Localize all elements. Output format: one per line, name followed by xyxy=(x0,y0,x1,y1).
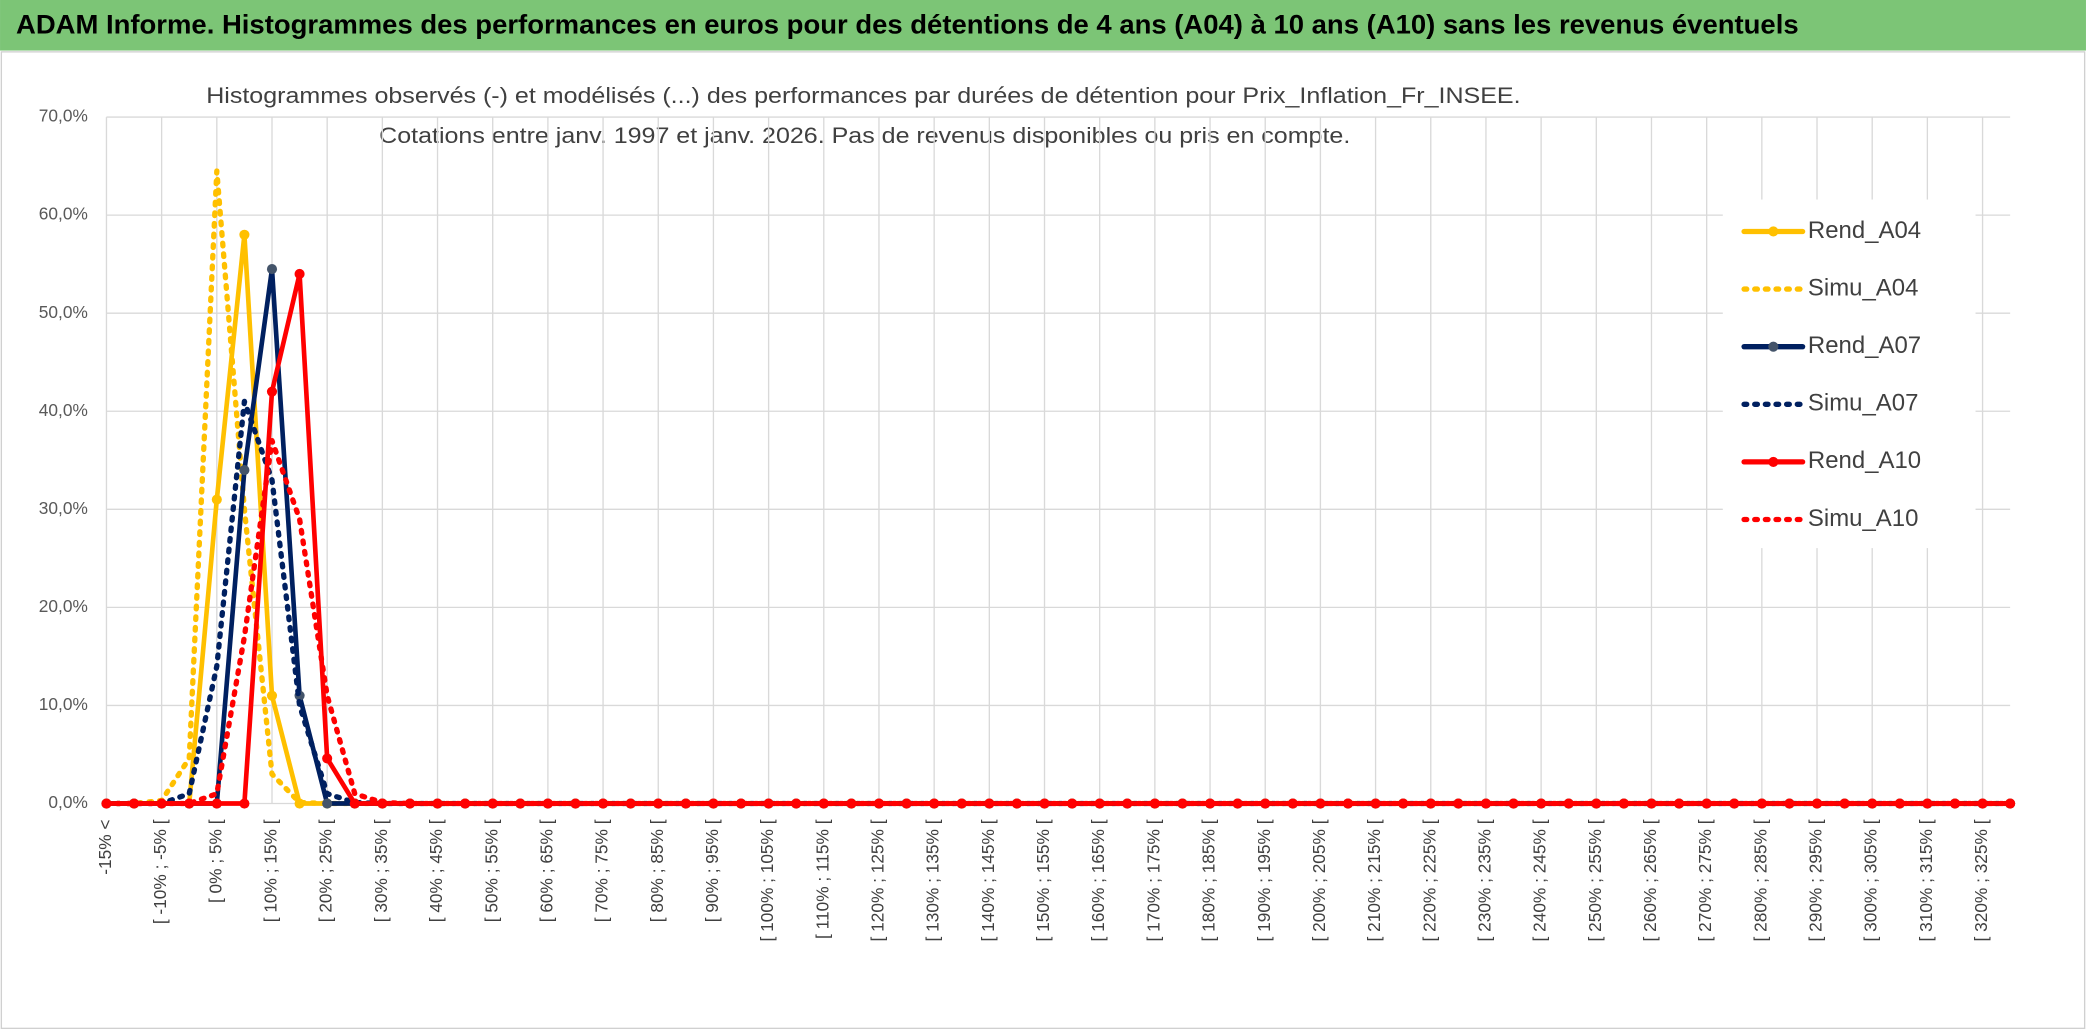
x-tick-label: [ 190% ; 195% [ xyxy=(1254,819,1274,941)
data-point xyxy=(1011,798,1022,809)
header-title: ADAM Informe. Histogrammes des performan… xyxy=(16,10,1799,40)
data-point xyxy=(128,798,140,809)
x-tick-label: [ 230% ; 235% [ xyxy=(1475,819,1495,941)
data-point xyxy=(211,798,222,809)
x-tick-label: [ 320% ; 325% [ xyxy=(1971,819,1991,941)
x-tick-label: [ 180% ; 185% [ xyxy=(1199,819,1219,941)
data-point xyxy=(1618,798,1629,809)
data-point xyxy=(211,494,222,505)
x-tick-label: [ 140% ; 145% [ xyxy=(978,819,998,941)
x-tick-label: [ 300% ; 305% [ xyxy=(1861,819,1881,941)
x-tick-label: [ 120% ; 125% [ xyxy=(868,819,888,941)
x-tick-label: [ 100% ; 105% [ xyxy=(757,819,777,941)
header-bar xyxy=(0,0,2086,51)
x-tick-label: [ 0% ; 5% [ xyxy=(205,819,225,903)
series-line xyxy=(103,438,2013,807)
y-tick-label: 30,0% xyxy=(39,498,88,518)
data-point xyxy=(1756,798,1767,809)
data-point xyxy=(239,229,250,240)
x-tick-label: [ 50% ; 55% [ xyxy=(481,819,501,922)
x-tick-label: [ 30% ; 35% [ xyxy=(371,819,391,922)
x-tick-label: [ 250% ; 255% [ xyxy=(1585,819,1605,941)
legend-label: Rend_A04 xyxy=(1808,217,1921,244)
x-tick-label: [ 260% ; 265% [ xyxy=(1640,819,1660,941)
data-point xyxy=(349,798,360,809)
legend-label: Rend_A10 xyxy=(1808,447,1921,474)
legend-label: Simu_A04 xyxy=(1808,274,1918,301)
chart-subtitle: Cotations entre janv. 1997 et janv. 2026… xyxy=(379,123,1350,148)
x-tick-label: [ 20% ; 25% [ xyxy=(316,819,336,922)
x-tick-label: [ 200% ; 205% [ xyxy=(1309,819,1329,941)
legend-marker xyxy=(1768,456,1779,467)
data-point xyxy=(873,798,885,809)
data-point xyxy=(1149,798,1160,809)
data-point xyxy=(2005,798,2016,809)
data-point xyxy=(404,798,415,809)
x-tick-label: -15% < xyxy=(95,819,115,874)
x-tick-label: [ 10% ; 15% [ xyxy=(261,819,281,922)
x-tick-label: [ 280% ; 285% [ xyxy=(1750,819,1770,941)
x-tick-label: [ 240% ; 245% [ xyxy=(1530,819,1550,941)
x-tick-label: [ 170% ; 175% [ xyxy=(1143,819,1163,941)
y-tick-label: 0,0% xyxy=(48,792,87,812)
legend-label: Simu_A10 xyxy=(1808,505,1918,532)
data-point xyxy=(294,268,305,280)
y-tick-label: 50,0% xyxy=(39,302,88,322)
x-tick-label: [ 90% ; 95% [ xyxy=(702,819,722,922)
x-tick-label: [ 150% ; 155% [ xyxy=(1033,819,1053,941)
legend-marker xyxy=(1768,341,1779,352)
x-tick-label: [ 290% ; 295% [ xyxy=(1806,819,1826,941)
x-tick-label: [ 310% ; 315% [ xyxy=(1916,819,1936,941)
panel-border xyxy=(0,51,2086,1030)
x-tick-label: [ 110% ; 115% [ xyxy=(812,819,832,939)
chart-subtitle: Histogrammes observés (-) et modélisés (… xyxy=(206,83,1520,108)
legend-marker xyxy=(1768,226,1779,237)
legend-label: Rend_A07 xyxy=(1808,332,1921,359)
x-tick-label: [ 70% ; 75% [ xyxy=(592,819,612,922)
data-point xyxy=(322,753,333,764)
data-point xyxy=(1894,798,1905,809)
x-tick-label: [ 210% ; 215% [ xyxy=(1364,819,1384,941)
y-tick-label: 40,0% xyxy=(39,400,88,420)
legend-box xyxy=(1722,199,1976,549)
data-point xyxy=(239,798,250,809)
x-tick-label: [ 220% ; 225% [ xyxy=(1419,819,1439,941)
x-tick-label: [ 270% ; 275% [ xyxy=(1695,819,1715,941)
data-point xyxy=(322,798,333,809)
x-tick-label: [ 160% ; 165% [ xyxy=(1088,819,1108,941)
x-tick-label: [ 60% ; 65% [ xyxy=(536,819,556,922)
x-tick-label: [ 80% ; 85% [ xyxy=(647,819,667,922)
x-tick-label: [ 130% ; 135% [ xyxy=(923,819,943,941)
y-tick-label: 20,0% xyxy=(39,596,88,616)
y-tick-label: 70,0% xyxy=(39,106,88,126)
data-point xyxy=(266,264,278,275)
data-point xyxy=(266,690,278,701)
legend-label: Simu_A07 xyxy=(1808,390,1918,417)
y-tick-label: 60,0% xyxy=(39,204,88,224)
y-tick-label: 10,0% xyxy=(39,694,88,714)
data-point xyxy=(266,386,278,397)
x-tick-label: [ 40% ; 45% [ xyxy=(426,819,446,922)
data-point xyxy=(239,465,250,476)
x-tick-label: [ -10% ; -5% [ xyxy=(150,819,170,924)
